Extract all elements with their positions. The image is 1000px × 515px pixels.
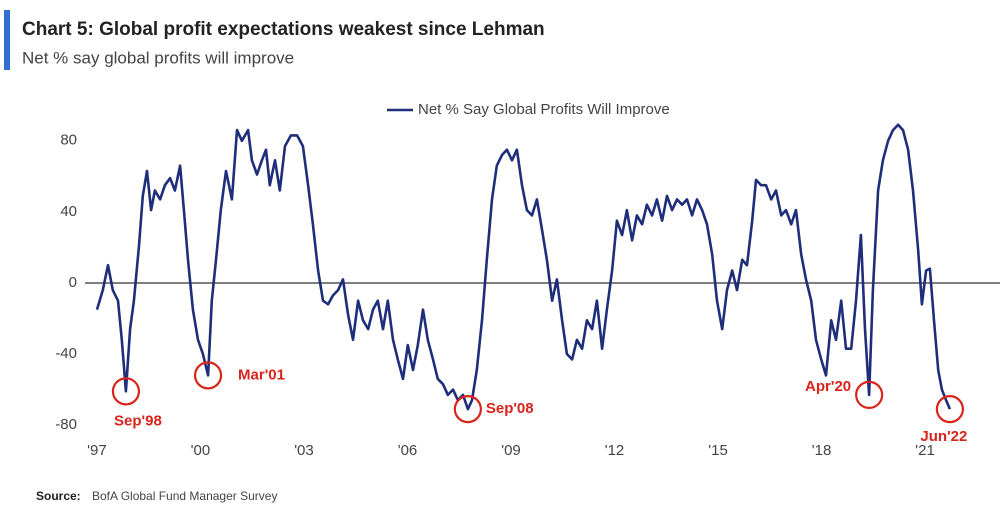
- annotation-label: Sep'08: [486, 400, 534, 417]
- y-tick-label: 40: [60, 203, 77, 220]
- annotation-circle: [193, 361, 223, 390]
- x-tick-label: '12: [605, 442, 625, 459]
- legend-label: Net % Say Global Profits Will Improve: [418, 101, 670, 118]
- chart-title: Chart 5: Global profit expectations weak…: [22, 19, 545, 40]
- x-tick-label: '00: [191, 442, 211, 459]
- annotation-label: Jun'22: [920, 428, 967, 445]
- y-tick-label: -80: [55, 416, 77, 433]
- x-tick-label: '09: [501, 442, 521, 459]
- x-tick-label: '06: [398, 442, 418, 459]
- chart-subtitle: Net % say global profits will improve: [22, 48, 294, 67]
- y-tick-label: 80: [60, 132, 77, 149]
- annotation-label: Apr'20: [805, 378, 851, 395]
- source-text: BofA Global Fund Manager Survey: [92, 489, 277, 503]
- x-tick-label: '15: [708, 442, 728, 459]
- x-tick-label: '18: [812, 442, 832, 459]
- annotation-label: Sep'98: [114, 412, 162, 429]
- y-tick-label: -40: [55, 345, 77, 362]
- x-tick-label: '21: [915, 442, 935, 459]
- title-bar: [4, 10, 10, 70]
- source-label: Source:: [36, 489, 81, 503]
- annotation-label: Mar'01: [238, 366, 285, 383]
- annotation-circle: [855, 380, 884, 410]
- x-tick-label: '03: [294, 442, 314, 459]
- annotation-circle: [111, 377, 141, 406]
- x-tick-label: '97: [87, 442, 107, 459]
- data-line: [95, 123, 952, 411]
- y-tick-label: 0: [69, 274, 77, 291]
- annotation-circle: [453, 395, 482, 424]
- annotation-circle: [935, 395, 964, 424]
